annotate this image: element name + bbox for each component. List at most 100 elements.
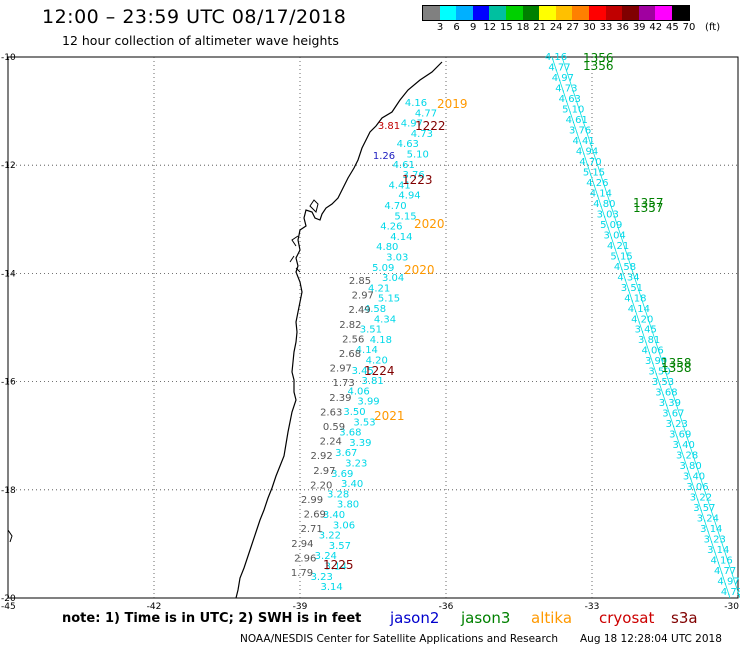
swh-value: 4.73 [721, 587, 740, 598]
swh-value: 2.97 [313, 466, 335, 477]
lat-label: -16 [1, 378, 16, 388]
footnote: note: 1) Time is in UTC; 2) SWH is in fe… [62, 611, 362, 626]
swh-value: 4.20 [631, 314, 653, 325]
lon-label: -30 [724, 602, 739, 612]
swh-value: 5.09 [372, 263, 394, 274]
swh-value: 1.79 [291, 568, 313, 579]
pass-label: 1356 [583, 59, 614, 73]
swh-value: 4.06 [347, 386, 369, 397]
lat-lon-grid [8, 57, 738, 598]
swh-value: 2.63 [320, 407, 342, 418]
swh-value: 4.34 [617, 272, 639, 283]
color-scale-label: 42 [649, 22, 663, 33]
swh-value: 3.40 [673, 440, 695, 451]
swh-value: 4.06 [641, 346, 663, 357]
swh-value: 4.58 [614, 262, 636, 273]
swh-value: 5.09 [600, 220, 622, 231]
swh-value: 1.73 [332, 378, 354, 389]
swh-value: 3.45 [635, 325, 657, 336]
swh-value: 5.15 [610, 251, 632, 262]
swh-value: 2.24 [320, 437, 342, 448]
pass-label: 1222 [415, 119, 446, 133]
swh-value: 5.10 [407, 150, 429, 161]
swh-value: 3.22 [690, 493, 712, 504]
swh-value: 4.14 [356, 345, 378, 356]
swh-value: 3.28 [327, 489, 349, 500]
map-title: 12:00 – 23:59 UTC 08/17/2018 [42, 6, 347, 28]
swh-value: 4.73 [411, 129, 433, 140]
swh-value: 3.04 [604, 230, 626, 241]
color-scale-label: 9 [470, 22, 477, 33]
swh-value: 0.59 [323, 422, 345, 433]
lat-label: -10 [1, 53, 16, 63]
color-scale-label: 6 [453, 22, 460, 33]
swh-value: 4.80 [376, 242, 398, 253]
color-swatch [572, 6, 589, 20]
swh-value: 1.26 [373, 151, 395, 162]
color-scale-label: 3 [436, 22, 444, 33]
generated-time: Aug 18 12:28:04 UTC 2018 [580, 633, 722, 645]
swh-value: 3.76 [403, 170, 425, 181]
swh-value: 4.26 [380, 222, 402, 233]
swh-value: 2.92 [310, 451, 332, 462]
swh-value: 3.81 [362, 376, 384, 387]
color-swatch [655, 6, 672, 20]
coast-detail [7, 235, 301, 543]
swh-value: 4.70 [384, 201, 406, 212]
swh-value: 4.61 [566, 115, 588, 126]
swh-value: 2.68 [339, 349, 361, 360]
swh-value: 4.77 [415, 108, 437, 119]
swh-value: 3.76 [569, 125, 591, 136]
swh-value: 3.14 [700, 524, 722, 535]
color-swatch [605, 6, 623, 20]
swh-value: 4.77 [714, 566, 736, 577]
pass-label: 1358 [661, 356, 692, 370]
swh-value: 3.50 [343, 407, 365, 418]
swh-value: 3.40 [341, 479, 363, 490]
legend-cryosat: cryosat [599, 609, 655, 627]
swh-value: 3.22 [319, 531, 341, 542]
swh-value: 4.97 [717, 577, 739, 588]
color-scale-label: 15 [500, 22, 513, 33]
pass-label: 1358 [661, 361, 692, 375]
legend-jason2: jason2 [390, 609, 440, 627]
lat-label: -20 [1, 594, 16, 604]
swh-value: 3.57 [329, 541, 351, 552]
color-scale-label: 30 [583, 22, 596, 33]
swh-value: 3.14 [325, 562, 347, 573]
color-scale-label: 21 [533, 22, 546, 33]
lat-label: -12 [1, 161, 16, 171]
swh-value: 4.21 [368, 283, 390, 294]
color-swatch [638, 6, 656, 20]
color-swatch [622, 6, 639, 20]
swh-value: 3.80 [679, 461, 701, 472]
swh-value: 3.06 [333, 520, 355, 531]
color-scale-label: 70 [682, 22, 696, 33]
swh-value: 5.15 [394, 211, 416, 222]
swh-value: 2.97 [330, 364, 352, 375]
axis-labels: -10 -12 -14 -16 -18 -20-45 -42 -39 -36 -33 -30 [1, 53, 739, 612]
swh-value: 3.03 [597, 209, 619, 220]
pass-label: 1357 [633, 201, 664, 215]
pass-label: 1224 [364, 364, 395, 378]
swh-value: 3.04 [382, 273, 404, 284]
swh-value: 3.53 [652, 377, 674, 388]
swh-value: 3.23 [704, 535, 726, 546]
color-scale-bar [422, 5, 690, 21]
swh-value: 3.68 [655, 388, 677, 399]
map-frame [7, 56, 739, 599]
color-scale-label: 24 [549, 22, 563, 33]
swh-value: 3.81 [638, 335, 660, 346]
lon-label: -33 [585, 602, 600, 612]
color-swatch [505, 6, 523, 20]
swh-value: 3.51 [360, 325, 382, 336]
legend-jason3: jason3 [461, 609, 511, 627]
color-scale-label: 36 [616, 22, 629, 33]
lat-label: -14 [1, 269, 16, 279]
swh-value: 3.80 [337, 500, 359, 511]
pass-label: 1225 [323, 558, 354, 572]
swh-value: 2.97 [352, 291, 374, 302]
pass-label: 2019 [437, 97, 468, 111]
pass-label: 2020 [404, 263, 435, 277]
